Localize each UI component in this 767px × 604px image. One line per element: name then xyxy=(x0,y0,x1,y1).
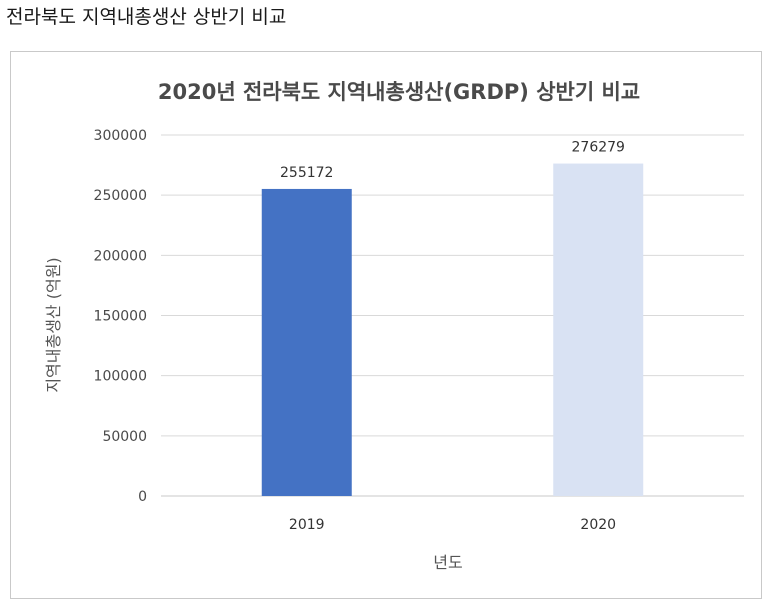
y-tick-label: 0 xyxy=(138,489,147,505)
bars xyxy=(261,163,644,496)
y-tick-label: 150000 xyxy=(94,309,147,325)
x-category-label-2019: 2019 xyxy=(289,517,325,533)
page-heading: 전라북도 지역내총생산 상반기 비교 xyxy=(6,6,287,28)
y-tick-label: 200000 xyxy=(94,248,147,264)
y-tick-label: 250000 xyxy=(94,188,147,204)
y-tick-label: 100000 xyxy=(94,369,147,385)
y-axis-title: 지역내총생산 (억원) xyxy=(44,257,63,392)
data-label-2019: 255172 xyxy=(280,165,333,181)
y-tick-label: 300000 xyxy=(94,128,147,144)
bar-2019 xyxy=(261,188,352,496)
data-labels: 255172 276279 xyxy=(280,140,625,181)
x-axis-title: 년도 xyxy=(433,553,462,572)
x-category-label-2020: 2020 xyxy=(580,517,616,533)
chart-container: 2020년 전라북도 지역내총생산(GRDP) 상반기 비교 0 50000 100… xyxy=(10,51,762,599)
bar-2020 xyxy=(553,163,644,496)
y-tick-label: 50000 xyxy=(102,429,147,445)
y-axis-ticks: 0 50000 100000 150000 200000 250000 300000 xyxy=(94,128,147,505)
bar-chart: 2020년 전라북도 지역내총생산(GRDP) 상반기 비교 0 50000 100… xyxy=(44,80,744,572)
x-axis-categories: 2019 2020 xyxy=(289,517,616,533)
chart-title: 2020년 전라북도 지역내총생산(GRDP) 상반기 비교 xyxy=(158,80,640,104)
data-label-2020: 276279 xyxy=(572,140,625,156)
gridlines xyxy=(161,134,744,497)
